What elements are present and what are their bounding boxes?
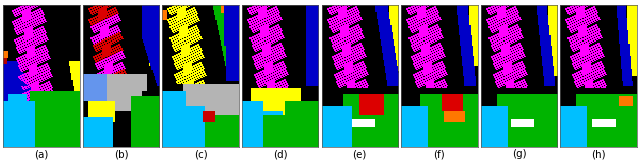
X-axis label: (g): (g) — [511, 149, 526, 159]
X-axis label: (c): (c) — [194, 149, 207, 159]
X-axis label: (a): (a) — [35, 149, 49, 159]
X-axis label: (f): (f) — [433, 149, 445, 159]
X-axis label: (h): (h) — [591, 149, 606, 159]
X-axis label: (b): (b) — [114, 149, 129, 159]
X-axis label: (e): (e) — [353, 149, 367, 159]
X-axis label: (d): (d) — [273, 149, 287, 159]
